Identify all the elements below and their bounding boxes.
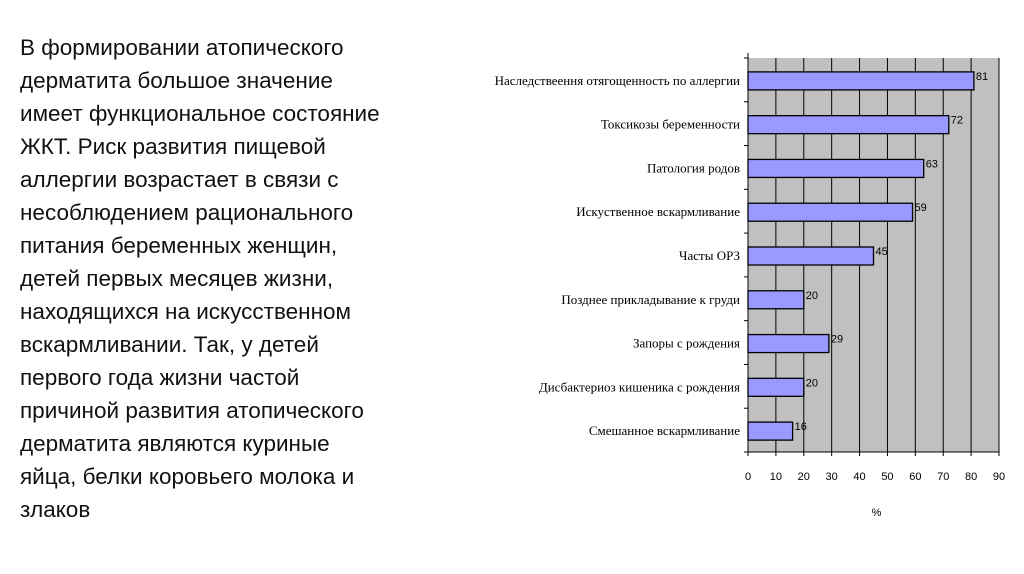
x-tick-label: 70 xyxy=(937,471,949,483)
x-tick-label: 20 xyxy=(798,471,810,483)
bar xyxy=(747,115,950,135)
x-tick-label: 30 xyxy=(826,471,838,483)
bar xyxy=(747,333,830,354)
x-tick-label: 40 xyxy=(853,471,865,483)
bar xyxy=(747,158,925,179)
category-label: Токсикозы беременности xyxy=(601,117,740,132)
category-label: Дисбактериоз кишеника с рождения xyxy=(539,379,740,394)
bar xyxy=(747,246,875,266)
data-label: 45 xyxy=(876,246,888,258)
category-label: Запоры с рождения xyxy=(633,336,740,351)
bar xyxy=(747,71,975,91)
x-tick-label: 10 xyxy=(770,471,782,483)
data-label: 20 xyxy=(806,377,818,389)
data-label: 16 xyxy=(795,421,807,433)
category-label: Позднее прикладывание к груди xyxy=(561,292,740,307)
data-label: 29 xyxy=(831,334,843,346)
x-tick-label: 0 xyxy=(745,471,751,483)
data-label: 81 xyxy=(976,71,988,83)
bar xyxy=(747,202,914,222)
data-label: 59 xyxy=(915,202,927,214)
category-label: Смешанное вскармливание xyxy=(589,423,740,438)
bar xyxy=(747,421,794,441)
x-tick-label: 90 xyxy=(993,471,1005,483)
x-tick-label: 50 xyxy=(881,471,893,483)
category-label: Часты ОРЗ xyxy=(679,248,740,263)
slide-body-text: В формировании атопического дерматита бо… xyxy=(20,35,380,522)
x-axis-label: % xyxy=(872,507,882,519)
bar xyxy=(747,377,805,397)
x-tick-label: 60 xyxy=(909,471,921,483)
data-label: 20 xyxy=(806,290,818,302)
category-label: Искуственное вскармливание xyxy=(576,204,740,219)
category-label: Патология родов xyxy=(647,160,740,175)
bar xyxy=(747,290,805,310)
data-label: 72 xyxy=(951,115,963,127)
data-label: 63 xyxy=(926,158,938,170)
x-tick-label: 80 xyxy=(965,471,977,483)
category-label: Наследствеення отягощенность по аллергии xyxy=(495,73,740,88)
